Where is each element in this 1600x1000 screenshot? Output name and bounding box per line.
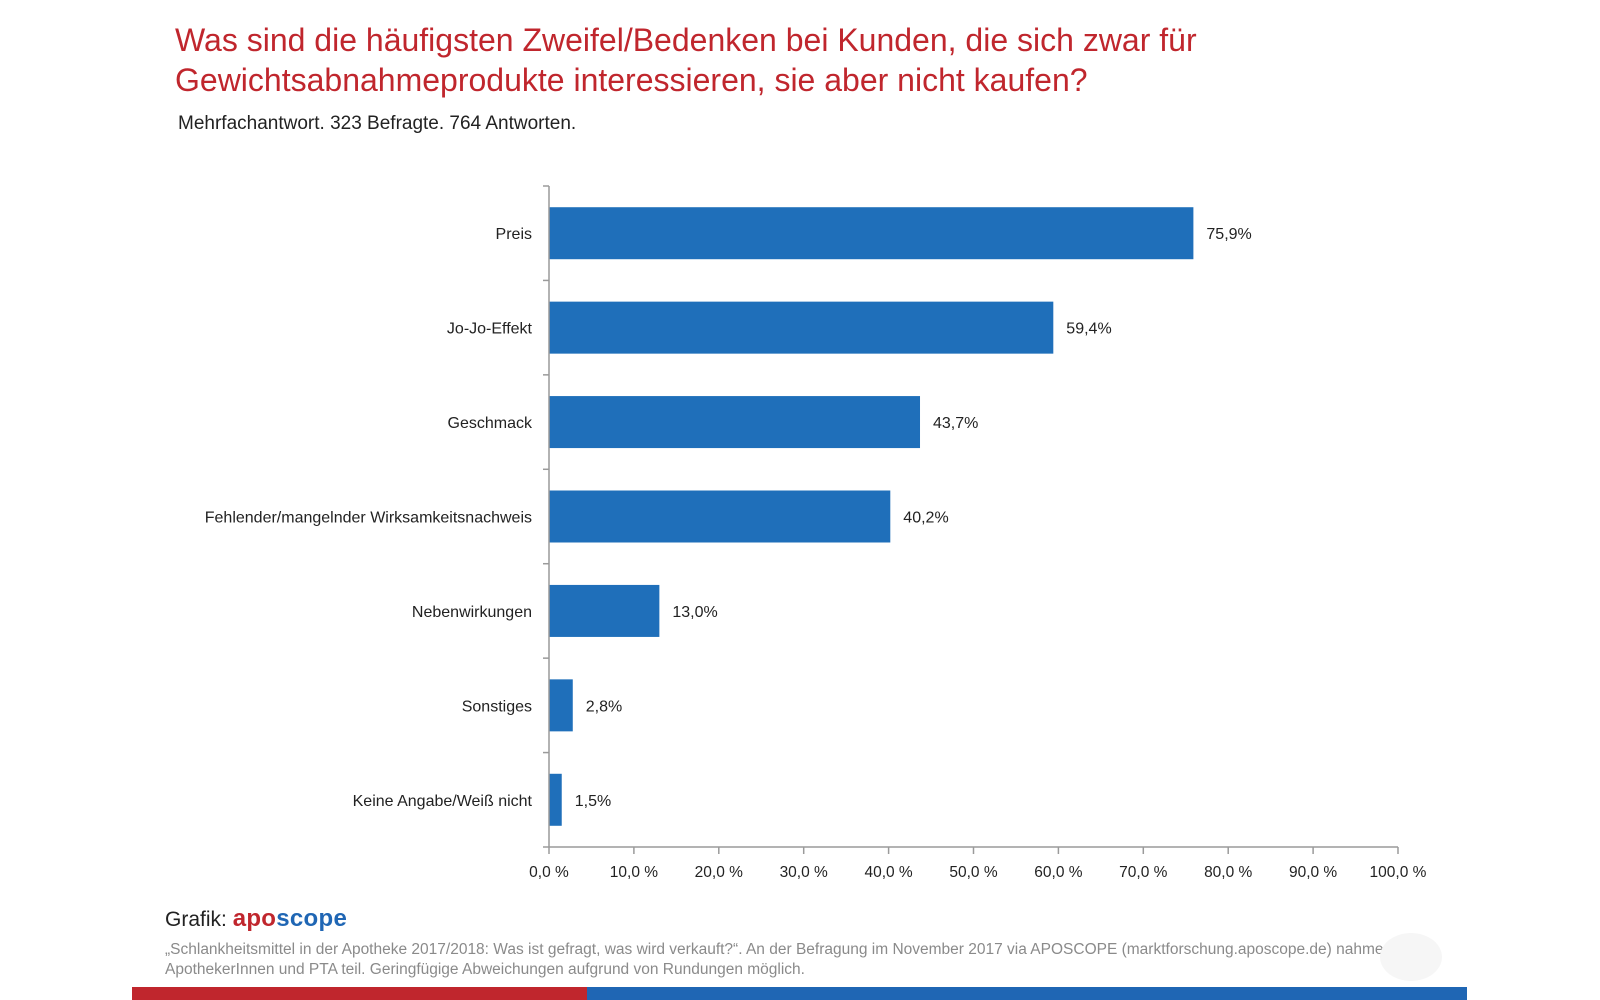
chart-title: Was sind die häufigsten Zweifel/Bedenken… (175, 22, 1197, 98)
source-note: „Schlankheitsmittel in der Apotheke 2017… (165, 941, 1423, 978)
value-label: 1,5% (575, 793, 611, 810)
bar (549, 207, 1194, 260)
category-label: Sonstiges (462, 698, 532, 715)
category-label: Nebenwirkungen (412, 604, 532, 621)
value-label: 59,4% (1066, 321, 1111, 338)
x-tick-label: 10,0 % (610, 864, 658, 881)
category-label: Fehlender/mangelnder Wirksamkeitsnachwei… (205, 510, 532, 527)
x-tick-label: 80,0 % (1204, 864, 1252, 881)
x-tick-label: 70,0 % (1119, 864, 1167, 881)
x-tick-label: 60,0 % (1034, 864, 1082, 881)
x-tick-label: 20,0 % (695, 864, 743, 881)
aposcope-logo: aposcope (232, 905, 348, 932)
category-label: Keine Angabe/Weiß nicht (353, 793, 533, 810)
x-tick-label: 90,0 % (1289, 864, 1337, 881)
x-tick-label: 40,0 % (864, 864, 912, 881)
bar (549, 679, 573, 732)
value-label: 2,8% (586, 698, 622, 715)
x-tick-label: 0,0 % (529, 864, 569, 881)
value-label: 40,2% (903, 510, 948, 527)
category-label: Geschmack (448, 415, 533, 432)
grafik-credit: Grafik: aposcope (165, 905, 347, 933)
category-label: Jo-Jo-Effekt (447, 321, 533, 338)
footer-bar-red (132, 987, 587, 1000)
bar (549, 396, 921, 449)
bar (549, 301, 1054, 354)
bar (549, 773, 562, 826)
footer-bar-blue (587, 987, 1467, 1000)
value-label: 13,0% (672, 604, 717, 621)
bar (549, 490, 891, 543)
x-tick-label: 100,0 % (1370, 864, 1427, 881)
bar (549, 584, 660, 637)
x-tick-label: 30,0 % (780, 864, 828, 881)
bar-chart: Preis 75,9% Jo-Jo-Effekt 59,4% Geschmack 43,7… (205, 185, 1427, 881)
value-label: 43,7% (933, 415, 978, 432)
grafik-label: Grafik: (165, 908, 227, 931)
value-label: 75,9% (1206, 226, 1251, 243)
x-tick-label: 50,0 % (949, 864, 997, 881)
category-label: Preis (496, 226, 532, 243)
scroll-hint-decoration (1380, 933, 1442, 981)
chart-subtitle: Mehrfachantwort. 323 Befragte. 764 Antwo… (178, 113, 577, 134)
